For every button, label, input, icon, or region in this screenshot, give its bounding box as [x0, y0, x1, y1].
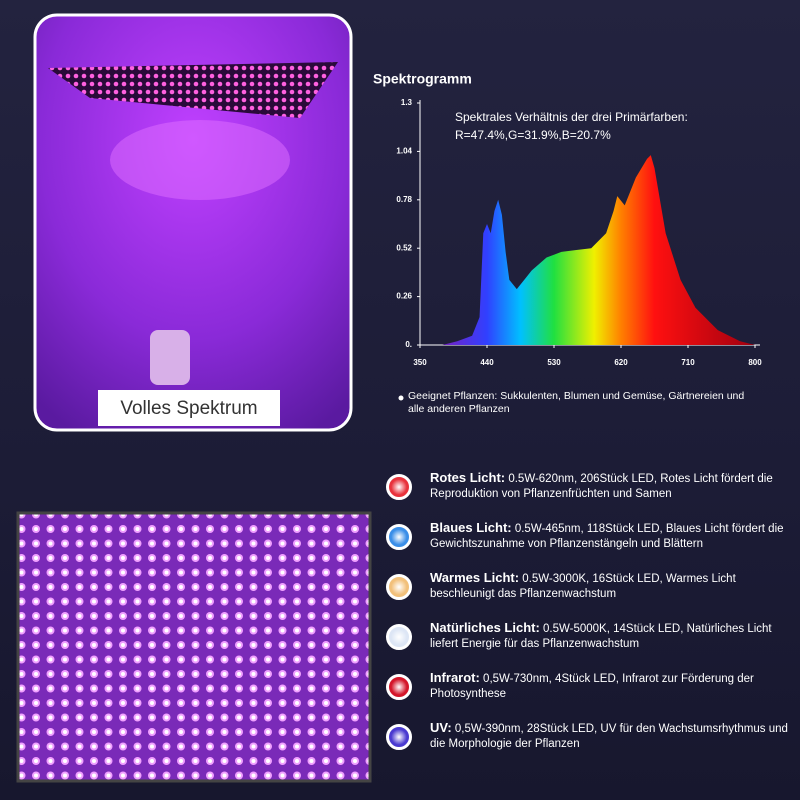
x-tick-label: 800	[748, 358, 762, 367]
led-item: Natürliches Licht: 0.5W-5000K, 14Stück L…	[380, 620, 790, 670]
glow	[110, 120, 290, 200]
annotation: Spektrales Verhältnis der drei Primärfar…	[455, 110, 688, 124]
led-icon	[386, 524, 412, 550]
x-tick-label: 440	[480, 358, 494, 367]
note: Geeignet Pflanzen: Sukkulenten, Blumen u…	[408, 390, 745, 415]
bullet	[398, 395, 404, 401]
led-item: UV: 0,5W-390nm, 28Stück LED, UV für den …	[380, 720, 790, 770]
led-icon	[386, 624, 412, 650]
x-tick-label: 350	[413, 358, 427, 367]
led-text: 0,5W-730nm, 4Stück LED, Infrarot zur För…	[430, 673, 754, 700]
led-item: Blaues Licht: 0.5W-465nm, 118Stück LED, …	[380, 520, 790, 570]
led-name: Infrarot:	[430, 670, 480, 685]
note-box: Geeignet Pflanzen: Sukkulenten, Blumen u…	[408, 390, 745, 415]
led-icon	[386, 474, 412, 500]
x-tick-label: 530	[547, 358, 561, 367]
led-text: 0,5W-390nm, 28Stück LED, UV für den Wach…	[430, 723, 788, 750]
led-name: Warmes Licht:	[430, 570, 520, 585]
led-item: Infrarot: 0,5W-730nm, 4Stück LED, Infrar…	[380, 670, 790, 720]
caption: Volles Spektrum	[120, 398, 257, 419]
photo	[33, 13, 353, 432]
y-tick-label: 1.04	[396, 147, 412, 156]
led-list: Rotes Licht: 0.5W-620nm, 206Stück LED, R…	[380, 470, 790, 770]
led-name: Blaues Licht:	[430, 520, 512, 535]
y-tick-label: 0.52	[396, 243, 412, 252]
led-text: 0.5W-620nm, 206Stück LED, Rotes Licht fö…	[430, 473, 773, 500]
led-icon	[386, 674, 412, 700]
led-text: 0.5W-465nm, 118Stück LED, Blaues Licht f…	[430, 523, 784, 550]
x-tick-label: 710	[681, 358, 695, 367]
led-name: Rotes Licht:	[430, 470, 506, 485]
led-name: UV:	[430, 720, 452, 735]
chart-title: Spektrogramm	[373, 71, 472, 87]
y-tick-label: 0.	[405, 340, 412, 349]
led-item: Rotes Licht: 0.5W-620nm, 206Stück LED, R…	[380, 470, 790, 520]
led-text: 0.5W-5000K, 14Stück LED, Natürliches Lic…	[430, 623, 772, 650]
led-icon	[386, 724, 412, 750]
y-tick-label: 1.3	[401, 98, 413, 107]
annotation: R=47.4%,G=31.9%,B=20.7%	[455, 128, 611, 142]
lamp	[48, 62, 338, 118]
led-text: 0.5W-3000K, 16Stück LED, Warmes Licht be…	[430, 573, 736, 600]
x-tick-label: 620	[614, 358, 628, 367]
led-icon	[386, 574, 412, 600]
led-item: Warmes Licht: 0.5W-3000K, 16Stück LED, W…	[380, 570, 790, 620]
y-tick-label: 0.26	[396, 292, 412, 301]
pot	[150, 330, 190, 385]
led-name: Natürliches Licht:	[430, 620, 540, 635]
led-panel	[16, 511, 372, 783]
y-tick-label: 0.78	[396, 195, 412, 204]
spectrum-area	[442, 155, 755, 345]
caption-box	[98, 390, 280, 426]
